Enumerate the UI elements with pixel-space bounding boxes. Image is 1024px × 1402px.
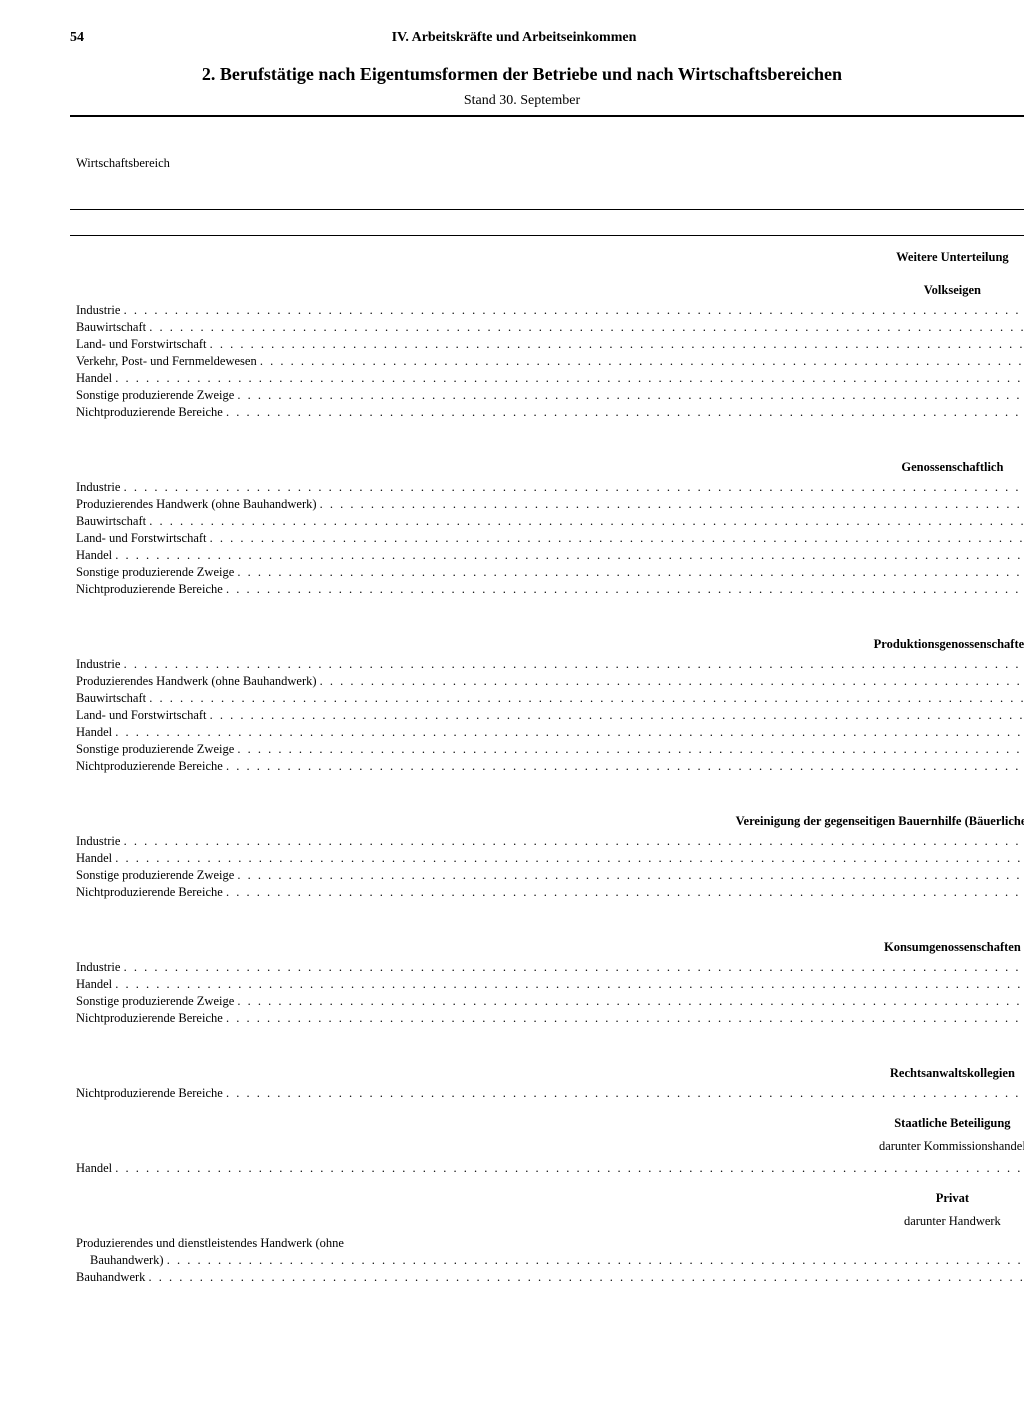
section-heading: Genossenschaftlich [70,446,1024,479]
sum-label: Zusammen [70,598,1024,623]
main-section-heading: Weitere Unterteilung [70,236,1024,270]
row-label: Industrie . . . . . . . . . . . . . . . … [70,656,1024,673]
sum-row: Zusammen 56,644,356,644,31,91,8 [70,901,1024,926]
table-row: Produzierendes und dienstleistendes Hand… [70,1235,1024,1252]
table-row: Handel . . . . . . . . . . . . . . . . .… [70,370,1024,387]
row-label: Sonstige produzierende Zweige . . . . . … [70,564,1024,581]
statistics-table: Wirtschaftsbereich Berufstätige (ohne Le… [70,115,1024,1311]
row-label: Nichtproduzierende Bereiche . . . . . . … [70,1085,1024,1102]
table-row: Land- und Forstwirtschaft . . . . . . . … [70,530,1024,547]
table-row: Sonstige produzierende Zweige . . . . . … [70,741,1024,758]
table-row: Bauhandwerk) . . . . . . . . . . . . . .… [70,1252,1024,1269]
chapter-title: IV. Arbeitskräfte und Arbeitseinkommen [392,30,637,46]
section-subheading: darunter Kommissionshandel [70,1135,1024,1160]
sum-row: Zusammen 5 945,16 026,65 945,16 026,6393… [70,421,1024,446]
table-row: Nichtproduzierende Bereiche . . . . . . … [70,1085,1024,1102]
row-label: Sonstige produzierende Zweige . . . . . … [70,387,1024,404]
row-label: Bauhandwerk) . . . . . . . . . . . . . .… [70,1252,1024,1269]
table-row: Land- und Forstwirtschaft . . . . . . . … [70,707,1024,724]
row-label: Handel . . . . . . . . . . . . . . . . .… [70,724,1024,741]
row-label: Produzierendes Handwerk (ohne Bauhandwer… [70,673,1024,690]
section-heading: Volkseigen [70,269,1024,302]
row-label: Produzierendes und dienstleistendes Hand… [70,1235,1024,1252]
page-number: 54 [70,30,84,46]
row-label: Sonstige produzierende Zweige . . . . . … [70,993,1024,1010]
table-row: Produzierendes Handwerk (ohne Bauhandwer… [70,496,1024,513]
row-label: Land- und Forstwirtschaft . . . . . . . … [70,336,1024,353]
row-label: Industrie . . . . . . . . . . . . . . . … [70,302,1024,319]
sum-row: Zusammen 967,0961,1130,8146,227,027,2 [70,775,1024,800]
table-row: Verkehr, Post- und Fernmeldewesen . . . … [70,353,1024,370]
row-label: Land- und Forstwirtschaft . . . . . . . … [70,707,1024,724]
sum-label: Zusammen [70,1286,1024,1311]
row-label: Bauwirtschaft . . . . . . . . . . . . . … [70,690,1024,707]
row-label: Nichtproduzierende Bereiche . . . . . . … [70,581,1024,598]
row-label: Nichtproduzierende Bereiche . . . . . . … [70,404,1024,421]
row-label: Sonstige produzierende Zweige . . . . . … [70,867,1024,884]
sum-row: Zusammen 1 276,01 263,8439,2448,242,743,… [70,598,1024,623]
row-label: Industrie . . . . . . . . . . . . . . . … [70,833,1024,850]
table-row: Nichtproduzierende Bereiche . . . . . . … [70,581,1024,598]
section-subheading: darunter Handwerk [70,1210,1024,1235]
row-label: Handel . . . . . . . . . . . . . . . . .… [70,547,1024,564]
row-label: Nichtproduzierende Bereiche . . . . . . … [70,884,1024,901]
row-label: Sonstige produzierende Zweige . . . . . … [70,741,1024,758]
table-row: Industrie . . . . . . . . . . . . . . . … [70,302,1024,319]
table-row: Sonstige produzierende Zweige . . . . . … [70,387,1024,404]
table-row: Industrie . . . . . . . . . . . . . . . … [70,479,1024,496]
row-label: Bauhandwerk . . . . . . . . . . . . . . … [70,1269,1024,1286]
row-header-label: Wirtschaftsbereich [70,116,1024,210]
table-row: Handel . . . . . . . . . . . . . . . . .… [70,976,1024,993]
section-heading: Produktionsgenossenschaften [70,623,1024,656]
table-row: Land- und Forstwirtschaft . . . . . . . … [70,336,1024,353]
table-row: Produzierendes Handwerk (ohne Bauhandwer… [70,673,1024,690]
sum-label: Zusammen [70,901,1024,926]
table-row: Bauwirtschaft . . . . . . . . . . . . . … [70,513,1024,530]
table-row: Industrie . . . . . . . . . . . . . . . … [70,959,1024,976]
table-row: Bauhandwerk . . . . . . . . . . . . . . … [70,1269,1024,1286]
table-row: Sonstige produzierende Zweige . . . . . … [70,564,1024,581]
table-subtitle: Stand 30. September [70,93,974,109]
table-row: Industrie . . . . . . . . . . . . . . . … [70,656,1024,673]
table-row: Handel . . . . . . . . . . . . . . . . .… [70,1160,1024,1177]
row-label: Land- und Forstwirtschaft . . . . . . . … [70,530,1024,547]
table-row: Nichtproduzierende Bereiche . . . . . . … [70,404,1024,421]
table-row: Bauwirtschaft . . . . . . . . . . . . . … [70,690,1024,707]
table-row: Industrie . . . . . . . . . . . . . . . … [70,833,1024,850]
row-label: Bauwirtschaft . . . . . . . . . . . . . … [70,513,1024,530]
table-title: 2. Berufstätige nach Eigentumsformen der… [70,64,974,85]
section-heading: Staatliche Beteiligung [70,1102,1024,1135]
sum-row: Zusammen 248,8254,2248,8254,213,714,8 [70,1027,1024,1052]
sum-label: Zusammen [70,775,1024,800]
row-label: Handel . . . . . . . . . . . . . . . . .… [70,370,1024,387]
section-heading: Rechtsanwaltskollegien [70,1052,1024,1085]
table-row: Handel . . . . . . . . . . . . . . . . .… [70,547,1024,564]
sum-row: Zusammen 336,5317,0193,0181,916,113,7 [70,1286,1024,1311]
sum-label: Zusammen [70,1027,1024,1052]
section-heading: Privat [70,1177,1024,1210]
row-label: Nichtproduzierende Bereiche . . . . . . … [70,758,1024,775]
row-label: Verkehr, Post- und Fernmeldewesen . . . … [70,353,1024,370]
row-label: Industrie . . . . . . . . . . . . . . . … [70,959,1024,976]
table-row: Handel . . . . . . . . . . . . . . . . .… [70,724,1024,741]
row-label: Handel . . . . . . . . . . . . . . . . .… [70,976,1024,993]
sum-label: Zusammen [70,421,1024,446]
table-row: Sonstige produzierende Zweige . . . . . … [70,993,1024,1010]
table-row: Handel . . . . . . . . . . . . . . . . .… [70,850,1024,867]
table-row: Bauwirtschaft . . . . . . . . . . . . . … [70,319,1024,336]
table-row: Sonstige produzierende Zweige . . . . . … [70,867,1024,884]
section-heading: Konsumgenossenschaften [70,926,1024,959]
row-label: Handel . . . . . . . . . . . . . . . . .… [70,850,1024,867]
row-label: Nichtproduzierende Bereiche . . . . . . … [70,1010,1024,1027]
row-label: Industrie . . . . . . . . . . . . . . . … [70,479,1024,496]
section-heading: Vereinigung der gegenseitigen Bauernhilf… [70,800,1024,833]
table-row: Nichtproduzierende Bereiche . . . . . . … [70,884,1024,901]
row-label: Handel . . . . . . . . . . . . . . . . .… [70,1160,1024,1177]
row-label: Produzierendes Handwerk (ohne Bauhandwer… [70,496,1024,513]
table-row: Nichtproduzierende Bereiche . . . . . . … [70,1010,1024,1027]
table-row: Nichtproduzierende Bereiche . . . . . . … [70,758,1024,775]
row-label: Bauwirtschaft . . . . . . . . . . . . . … [70,319,1024,336]
